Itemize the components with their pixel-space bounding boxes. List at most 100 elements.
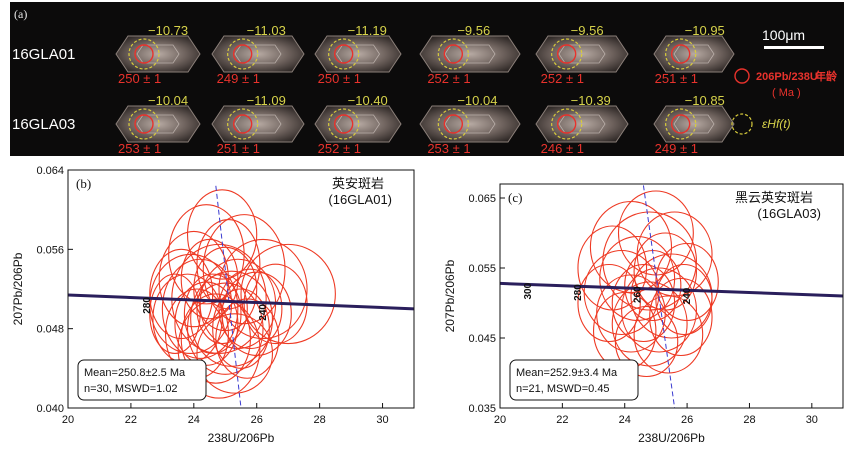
hf-value: −9.56 (571, 23, 604, 38)
age-spot-circle (333, 114, 354, 134)
age-spot-circle (134, 114, 154, 134)
plot-frame (67, 169, 415, 409)
zircon-crystal (314, 35, 402, 73)
age-value: 251 ± 1 (655, 71, 698, 86)
hf-spot-circle (437, 38, 469, 70)
y-tick-label: 0.056 (36, 244, 64, 256)
sample-label: 16GLA03 (12, 116, 75, 133)
panel-a-label: (a) (14, 7, 27, 21)
zircon-grain: −11.19 250 ± 1 (314, 23, 402, 86)
error-ellipse (196, 219, 261, 310)
hf-value: −10.39 (571, 93, 611, 108)
age-value: 252 ± 1 (427, 71, 470, 86)
zircon-crystal (653, 35, 735, 73)
zircon-grain: −10.85 249 ± 1 (653, 93, 735, 156)
x-tick-label: 24 (188, 414, 200, 426)
concordia-age-label: 240 (258, 304, 269, 321)
zircon-crystal (115, 105, 201, 143)
zircon-crystal (419, 35, 521, 73)
error-ellipse (177, 298, 261, 399)
hf-value: −9.56 (457, 23, 490, 38)
x-tick-label: 20 (62, 414, 74, 426)
scale-bar (764, 46, 824, 49)
error-ellipse (577, 263, 641, 343)
age-spot-circle (556, 114, 577, 134)
concordia-age-label: 280 (573, 284, 584, 301)
panel-label: (c) (508, 190, 522, 205)
age-spot-circle (670, 44, 691, 64)
zircon-grain: −11.09 251 ± 1 (211, 93, 305, 156)
y-tick-label: 0.045 (468, 333, 496, 345)
scale-bar-label: 100μm (762, 27, 805, 43)
hf-spot-circle (665, 108, 697, 140)
age-spot-circle (443, 114, 464, 134)
x-tick-label: 28 (743, 414, 755, 426)
zircon-crystal (314, 105, 402, 143)
age-spot-circle (232, 114, 253, 134)
hf-spot-circle (128, 108, 160, 140)
error-ellipse (158, 230, 229, 328)
error-ellipse (218, 268, 283, 350)
hf-value: −10.40 (348, 93, 388, 108)
x-tick-label: 20 (494, 414, 506, 426)
y-tick-label: 0.064 (36, 165, 64, 177)
zircon-crystal (115, 35, 201, 73)
hf-spot-circle (227, 108, 259, 140)
x-axis-label: 238U/206Pb (638, 431, 705, 445)
error-ellipse (215, 298, 280, 379)
concordia-curve (68, 293, 414, 311)
age-value: 252 ± 1 (318, 141, 361, 156)
x-tick-label: 22 (556, 414, 568, 426)
error-ellipse (240, 243, 336, 345)
error-ellipse (655, 263, 713, 336)
mean-age-line (642, 185, 676, 408)
zircon-grain: −10.04 253 ± 1 (115, 93, 201, 156)
concordia-svg: 280 240 20 22 24 26 28 30 0.040 0.048 0.056 0.064 23… (11, 165, 844, 445)
legend-hf-circle (731, 113, 753, 135)
mswd-text: n=30, MSWD=1.02 (84, 383, 178, 395)
error-ellipse (149, 273, 201, 355)
error-ellipse (611, 281, 688, 367)
error-ellipse (186, 282, 264, 375)
hf-spot-circle (437, 108, 469, 140)
y-tick-label: 0.065 (468, 193, 496, 205)
hf-value: −11.19 (348, 23, 387, 38)
sample-name: (16GLA01) (328, 192, 392, 207)
concordia-age-label: 280 (142, 297, 153, 314)
ellipse-group (500, 185, 843, 408)
hf-spot-circle (227, 38, 259, 70)
age-spot-circle (232, 44, 253, 64)
error-ellipse (196, 273, 248, 345)
legend-age-circle (734, 68, 750, 84)
zircon-crystal (419, 105, 521, 143)
panel-label: (b) (76, 176, 91, 191)
concordia-chart: 300 280 260 240 20 22 24 26 28 30 0.035 0.045 0.055 0… (443, 183, 844, 445)
hf-value: −10.04 (457, 93, 497, 108)
hf-value: −11.03 (247, 23, 286, 38)
rock-name: 黑云英安斑岩 (735, 190, 813, 205)
zircon-grain: −9.56 252 ± 1 (419, 23, 521, 86)
error-ellipse (583, 249, 660, 336)
y-axis-label: 207Pb/206Pb (443, 259, 457, 332)
error-ellipse (218, 238, 308, 340)
x-tick-label: 30 (806, 414, 818, 426)
age-value: 249 ± 1 (217, 71, 260, 86)
x-tick-label: 22 (125, 414, 137, 426)
y-tick-label: 0.055 (468, 263, 496, 275)
y-tick-label: 0.035 (468, 403, 496, 415)
age-spot-circle (443, 44, 464, 64)
x-tick-label: 24 (619, 414, 631, 426)
error-ellipse (633, 295, 704, 374)
zircon-grain: −10.04 253 ± 1 (419, 93, 521, 156)
error-ellipse (161, 258, 239, 359)
x-tick-label: 28 (314, 414, 326, 426)
age-value: 253 ± 1 (427, 141, 470, 156)
zircon-grain: −10.40 252 ± 1 (314, 93, 402, 156)
zircon-grain: −10.39 246 ± 1 (535, 93, 629, 156)
hf-value: −10.73 (148, 23, 188, 38)
mswd-text: n=21, MSWD=0.45 (516, 383, 610, 395)
legend-age-cn: 年龄 (815, 69, 838, 83)
error-ellipse (621, 267, 697, 353)
age-value: 246 ± 1 (541, 141, 584, 156)
